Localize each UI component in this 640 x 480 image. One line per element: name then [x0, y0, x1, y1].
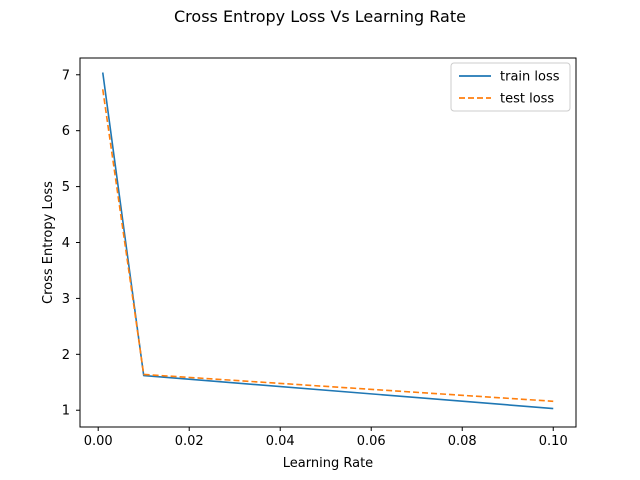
y-tick-label: 2 — [62, 348, 70, 363]
y-tick-label: 1 — [62, 404, 70, 419]
x-tick-label: 0.10 — [539, 434, 568, 449]
y-tick-label: 5 — [62, 180, 70, 195]
y-tick-label: 3 — [62, 292, 70, 307]
plot-area — [101, 72, 554, 410]
y-axis-title: Cross Entropy Loss — [41, 181, 56, 304]
legend-box — [450, 62, 571, 112]
x-tick-label: 0.06 — [357, 434, 386, 449]
x-tick-label: 0.08 — [448, 434, 477, 449]
y-tick-label: 7 — [62, 68, 70, 83]
legend-label-train-loss: train loss — [500, 70, 560, 85]
x-tick-label: 0.00 — [84, 434, 113, 449]
x-axis-title: Learning Rate — [283, 456, 373, 471]
series-line-0 — [101, 72, 554, 410]
legend-label-test-loss: test loss — [500, 92, 554, 107]
y-tick-label: 4 — [62, 236, 70, 251]
chart-title: Cross Entropy Loss Vs Learning Rate — [174, 7, 466, 26]
series-line-1 — [101, 89, 554, 403]
y-tick-label: 6 — [62, 124, 70, 139]
x-tick-label: 0.02 — [175, 434, 204, 449]
axes-ticks: 0.00 0.02 0.04 0.06 0.08 0.10 1 2 3 4 5 6 7 — [62, 68, 568, 449]
legend: train loss test loss — [450, 62, 571, 112]
x-tick-label: 0.04 — [266, 434, 295, 449]
